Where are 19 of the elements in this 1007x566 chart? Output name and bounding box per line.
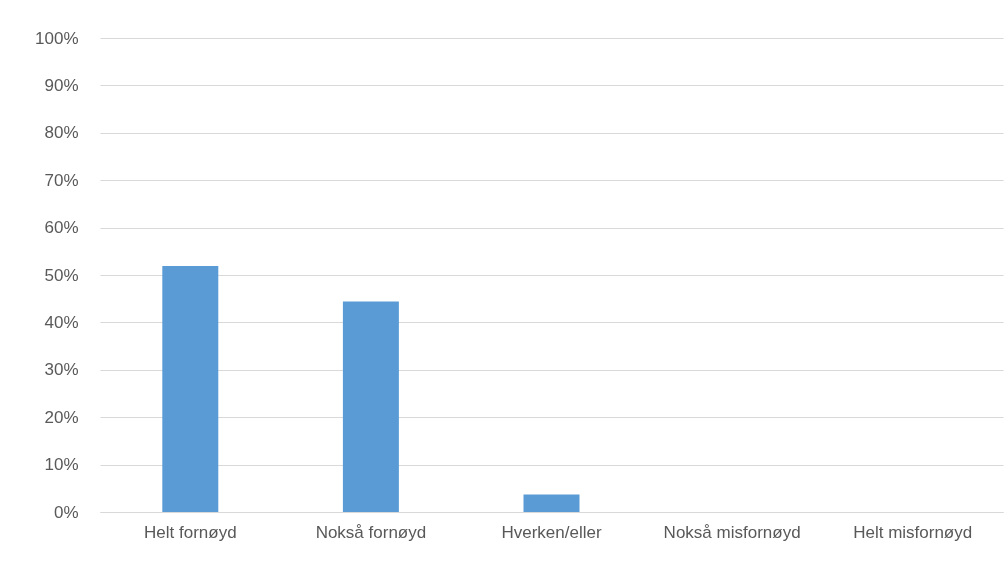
x-tick-label: Helt misfornøyd <box>853 522 973 542</box>
y-tick-label: 10% <box>44 455 79 475</box>
y-tick-label: 70% <box>44 170 79 190</box>
bar <box>162 265 219 512</box>
y-tick-label: 50% <box>44 265 79 285</box>
x-tick-label: Hverken/eller <box>501 522 602 542</box>
x-tick-label: Nokså fornøyd <box>315 522 427 542</box>
y-tick-label: 30% <box>44 360 79 380</box>
bar <box>342 301 399 512</box>
bar <box>523 494 580 512</box>
y-tick-label: 20% <box>44 407 79 427</box>
y-tick-label: 60% <box>44 218 79 238</box>
x-tick-label: Helt fornøyd <box>144 522 237 542</box>
y-tick-label: 90% <box>44 75 79 95</box>
y-tick-label: 80% <box>44 123 79 143</box>
y-tick-label: 100% <box>35 28 79 48</box>
y-tick-label: 0% <box>53 502 79 522</box>
x-tick-label: Nokså misfornøyd <box>663 522 801 542</box>
y-tick-label: 40% <box>44 312 79 332</box>
